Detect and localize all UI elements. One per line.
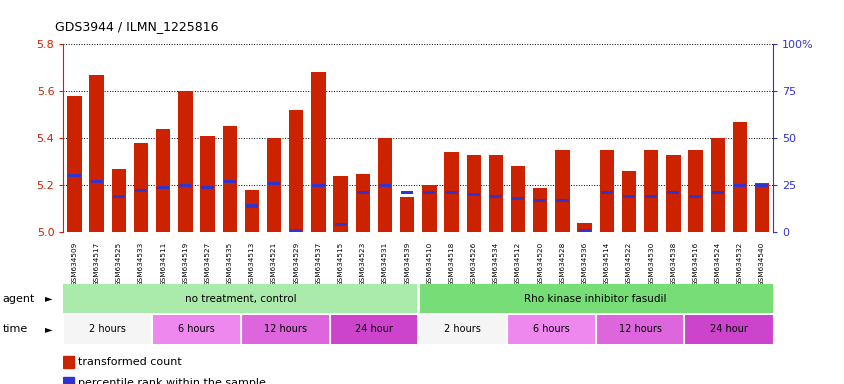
- Bar: [418, 315, 506, 344]
- Bar: [63, 356, 74, 368]
- Text: 12 hours: 12 hours: [263, 324, 306, 334]
- Bar: [467, 193, 479, 196]
- Bar: [667, 191, 679, 194]
- Bar: [644, 195, 657, 198]
- Text: percentile rank within the sample: percentile rank within the sample: [78, 377, 265, 384]
- Text: 2 hours: 2 hours: [89, 324, 126, 334]
- Bar: [68, 96, 82, 232]
- Bar: [595, 315, 684, 344]
- Bar: [490, 195, 501, 198]
- Text: time: time: [3, 324, 28, 334]
- Text: GDS3944 / ILMN_1225816: GDS3944 / ILMN_1225816: [55, 20, 218, 33]
- Bar: [334, 223, 346, 226]
- Bar: [179, 184, 192, 187]
- Bar: [466, 155, 480, 232]
- Bar: [555, 150, 569, 232]
- Bar: [267, 138, 281, 232]
- Bar: [329, 315, 418, 344]
- Bar: [89, 75, 104, 232]
- Text: 6 hours: 6 hours: [178, 324, 214, 334]
- Bar: [178, 91, 192, 232]
- Bar: [665, 155, 679, 232]
- Bar: [506, 315, 595, 344]
- Bar: [621, 171, 636, 232]
- Bar: [112, 195, 125, 198]
- Bar: [576, 223, 591, 232]
- Bar: [90, 180, 103, 183]
- Bar: [711, 191, 723, 194]
- Bar: [401, 191, 413, 194]
- Bar: [157, 185, 169, 189]
- Text: ►: ►: [45, 324, 52, 334]
- Bar: [311, 72, 325, 232]
- Bar: [152, 315, 241, 344]
- Bar: [418, 284, 772, 313]
- Bar: [511, 197, 523, 200]
- Text: no treatment, control: no treatment, control: [185, 293, 296, 304]
- Bar: [755, 184, 767, 187]
- Bar: [68, 174, 80, 177]
- Bar: [355, 174, 370, 232]
- Bar: [688, 150, 702, 232]
- Bar: [63, 315, 152, 344]
- Bar: [622, 195, 635, 198]
- Bar: [399, 197, 414, 232]
- Bar: [422, 185, 436, 232]
- Bar: [224, 180, 235, 183]
- Bar: [201, 185, 214, 189]
- Bar: [356, 191, 369, 194]
- Text: 2 hours: 2 hours: [444, 324, 480, 334]
- Bar: [312, 184, 324, 187]
- Bar: [732, 122, 746, 232]
- Bar: [333, 176, 348, 232]
- Bar: [754, 183, 768, 232]
- Text: transformed count: transformed count: [78, 358, 181, 367]
- Bar: [63, 284, 418, 313]
- Text: 24 hour: 24 hour: [354, 324, 392, 334]
- Bar: [133, 143, 148, 232]
- Bar: [111, 169, 126, 232]
- Bar: [444, 152, 458, 232]
- Bar: [423, 191, 435, 194]
- Bar: [710, 138, 724, 232]
- Bar: [63, 377, 74, 384]
- Bar: [684, 315, 772, 344]
- Bar: [156, 129, 170, 232]
- Bar: [578, 229, 590, 232]
- Text: agent: agent: [3, 293, 35, 304]
- Bar: [378, 184, 391, 187]
- Bar: [135, 189, 147, 192]
- Bar: [533, 199, 546, 202]
- Bar: [245, 190, 259, 232]
- Text: 24 hour: 24 hour: [709, 324, 747, 334]
- Text: ►: ►: [45, 293, 52, 304]
- Bar: [222, 126, 236, 232]
- Bar: [268, 182, 280, 185]
- Bar: [289, 229, 302, 232]
- Bar: [511, 166, 525, 232]
- Text: 6 hours: 6 hours: [533, 324, 569, 334]
- Bar: [200, 136, 214, 232]
- Text: 12 hours: 12 hours: [618, 324, 661, 334]
- Bar: [445, 191, 457, 194]
- Bar: [289, 110, 303, 232]
- Text: Rho kinase inhibitor fasudil: Rho kinase inhibitor fasudil: [524, 293, 666, 304]
- Bar: [643, 150, 657, 232]
- Bar: [733, 184, 745, 187]
- Bar: [241, 315, 329, 344]
- Bar: [555, 199, 568, 202]
- Bar: [377, 138, 392, 232]
- Bar: [689, 195, 701, 198]
- Bar: [246, 204, 257, 207]
- Bar: [488, 155, 502, 232]
- Bar: [599, 150, 614, 232]
- Bar: [600, 191, 612, 194]
- Bar: [533, 188, 547, 232]
